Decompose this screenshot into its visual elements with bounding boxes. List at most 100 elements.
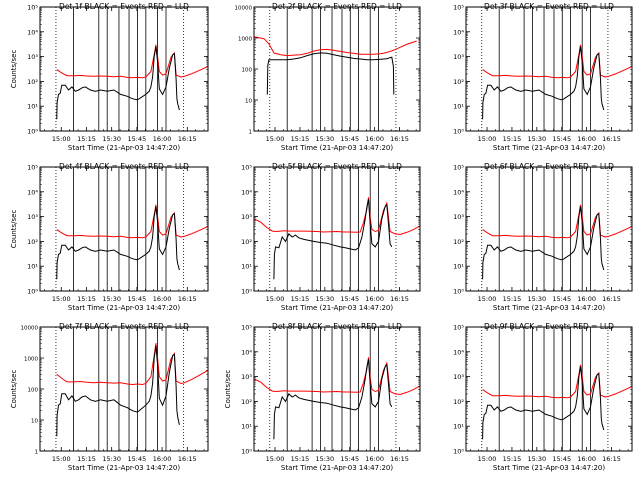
x-tick-label: 16:00: [153, 295, 172, 303]
x-tick-label: 15:30: [102, 295, 121, 303]
x-tick-label: 16:00: [153, 455, 172, 463]
x-tick-label: 16:00: [153, 135, 172, 143]
x-axis-label: Start Time (21-Apr-03 14:47:20): [493, 464, 605, 472]
x-axis-label: Start Time (21-Apr-03 14:47:20): [68, 144, 180, 152]
y-tick-label: 10³: [453, 373, 464, 381]
x-tick-label: 15:00: [478, 295, 497, 303]
y-tick-label: 10⁵: [453, 4, 464, 12]
y-tick-label: 10⁰: [453, 288, 464, 296]
traces: [56, 204, 208, 280]
traces: [254, 36, 417, 95]
x-tick-label: 15:00: [52, 455, 71, 463]
x-tick-label: 15:15: [77, 135, 96, 143]
plot-frame: [465, 6, 633, 132]
x-axis-label: Start Time (21-Apr-03 14:47:20): [68, 304, 180, 312]
plot-frame: [39, 326, 209, 452]
traces: [482, 44, 632, 120]
x-tick-label: 15:15: [77, 295, 96, 303]
y-axis-label: Counts/sec: [224, 370, 232, 409]
x-tick-label: 15:45: [552, 295, 571, 303]
panel-det-4: Det 4f BLACK = Events RED = LLD 15:00 15:1…: [10, 162, 209, 312]
y-axis-label: Counts/sec: [10, 210, 18, 249]
x-tick-label: 16:15: [390, 455, 409, 463]
y-tick-label: 10⁴: [27, 28, 38, 36]
y-tick-label: 10⁴: [453, 188, 464, 196]
y-tick-label: 10⁰: [241, 448, 252, 456]
x-tick-label: 15:00: [478, 455, 497, 463]
y-tick-label: 10²: [241, 398, 252, 406]
series-black-events: [273, 359, 393, 440]
panel-title: Det 8f BLACK = Events RED = LLD: [272, 322, 402, 331]
y-tick-label: 100: [242, 68, 253, 74]
x-tick-label: 16:15: [178, 135, 197, 143]
x-tick-label: 16:00: [577, 295, 596, 303]
y-tick-label: 10⁴: [453, 348, 464, 356]
y-tick-label: 100: [28, 388, 39, 394]
panel-det-2: Det 2f BLACK = Events RED = LLD 15:00 15:1…: [235, 2, 421, 152]
series-red-lld: [254, 36, 417, 57]
x-tick-label: 15:45: [552, 135, 571, 143]
panel-det-9: Det 9f BLACK = Events RED = LLD 15:00 15:1…: [453, 322, 633, 472]
x-tick-label: 15:45: [340, 295, 359, 303]
series-black-events: [56, 206, 180, 280]
panel-title: Det 9f BLACK = Events RED = LLD: [484, 322, 614, 331]
x-tick-label: 16:15: [390, 135, 409, 143]
y-tick-label: 10¹: [453, 423, 464, 431]
x-tick-label: 15:30: [315, 135, 334, 143]
series-red-lld: [254, 357, 420, 396]
plot-frame: [465, 326, 633, 452]
x-tick-label: 16:00: [365, 455, 384, 463]
y-tick-label: 10²: [241, 238, 252, 246]
y-tick-label: 10⁵: [27, 4, 38, 12]
panel-title: Det 7f BLACK = Events RED = LLD: [59, 322, 189, 331]
x-tick-label: 16:15: [178, 295, 197, 303]
y-tick-label: 10⁰: [27, 128, 38, 136]
x-tick-label: 15:00: [52, 135, 71, 143]
traces: [56, 343, 208, 437]
traces: [482, 204, 632, 280]
plot-frame: [253, 6, 421, 132]
x-axis-label: Start Time (21-Apr-03 14:47:20): [281, 144, 393, 152]
y-tick-label: 10²: [453, 238, 464, 246]
y-tick-label: 10¹: [27, 263, 38, 271]
series-black-events: [266, 52, 395, 95]
x-tick-label: 15:00: [52, 295, 71, 303]
x-axis-label: Start Time (21-Apr-03 14:47:20): [281, 304, 393, 312]
panel-title: Det 6f BLACK = Events RED = LLD: [484, 162, 614, 171]
y-tick-label: 10³: [241, 373, 252, 381]
traces: [482, 364, 632, 440]
series-black-events: [482, 206, 605, 280]
x-tick-label: 15:45: [128, 135, 147, 143]
panel-det-1: Det 1f BLACK = Events RED = LLD 15:00 15:1…: [10, 2, 209, 152]
y-tick-label: 10⁰: [453, 448, 464, 456]
x-tick-label: 15:45: [552, 455, 571, 463]
y-tick-label: 10²: [27, 238, 38, 246]
x-tick-label: 15:15: [503, 295, 522, 303]
x-tick-label: 15:45: [128, 455, 147, 463]
x-tick-label: 15:30: [527, 295, 546, 303]
x-tick-label: 15:00: [266, 455, 285, 463]
y-tick-label: 10⁰: [241, 288, 252, 296]
y-tick-label: 1: [35, 450, 39, 456]
y-tick-label: 10⁴: [241, 348, 252, 356]
x-tick-label: 16:00: [365, 295, 384, 303]
y-tick-label: 10³: [453, 213, 464, 221]
x-tick-label: 16:15: [602, 455, 621, 463]
x-tick-label: 15:45: [340, 455, 359, 463]
y-axis-label: Counts/sec: [10, 370, 18, 409]
y-axis-label: Counts/sec: [10, 50, 18, 89]
y-tick-label: 10¹: [241, 423, 252, 431]
panel-title: Det 2f BLACK = Events RED = LLD: [272, 2, 402, 11]
panel-det-6: Det 6f BLACK = Events RED = LLD 15:00 15:1…: [453, 162, 633, 312]
panel-det-5: Det 5f BLACK = Events RED = LLD 15:00 15:1…: [241, 162, 421, 312]
x-tick-label: 15:30: [315, 455, 334, 463]
x-tick-label: 16:15: [602, 295, 621, 303]
x-axis-label: Start Time (21-Apr-03 14:47:20): [281, 464, 393, 472]
y-tick-label: 1000: [24, 357, 38, 363]
y-tick-label: 10³: [453, 53, 464, 61]
y-tick-label: 10⁵: [241, 164, 252, 172]
y-tick-label: 10²: [453, 78, 464, 86]
x-tick-label: 15:30: [315, 295, 334, 303]
x-axis-label: Start Time (21-Apr-03 14:47:20): [493, 304, 605, 312]
x-tick-label: 15:45: [340, 135, 359, 143]
